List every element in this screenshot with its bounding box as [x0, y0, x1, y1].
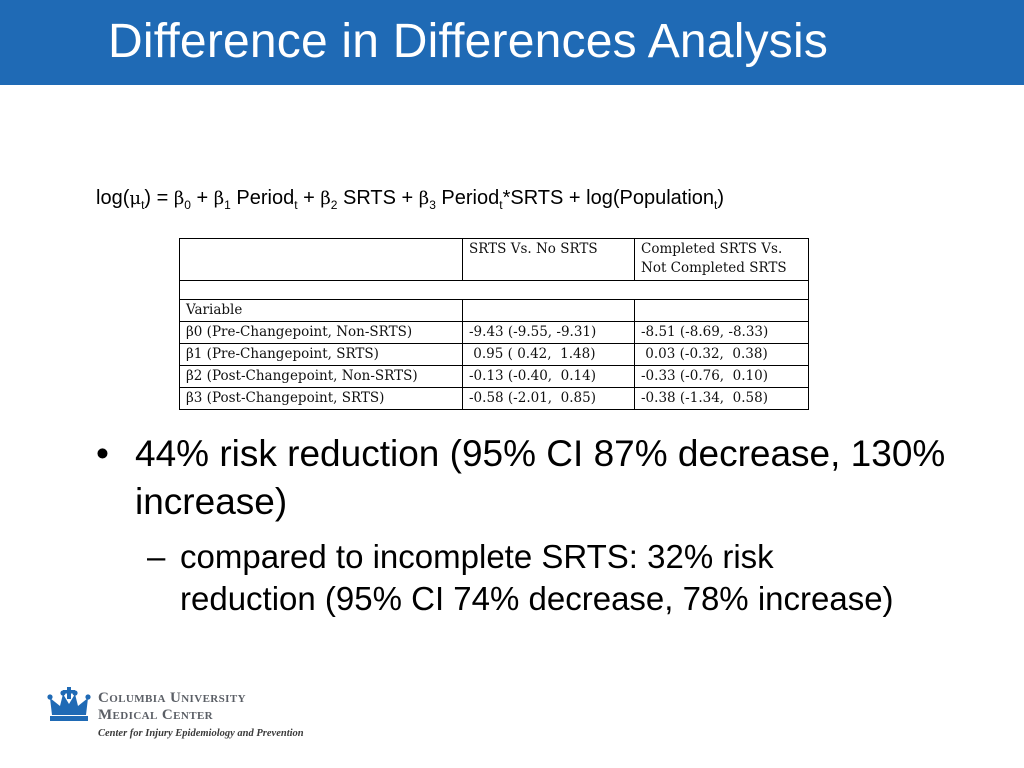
bullet-sub-text: compared to incomplete SRTS: 32% risk re…: [180, 538, 894, 617]
logo-medical-center: Medical Center: [98, 707, 214, 723]
table-variable-row: Variable: [179, 299, 809, 322]
slide-title: Difference in Differences Analysis: [108, 15, 829, 68]
formula-sub-t-2: t: [294, 198, 298, 212]
formula-equals: ) =: [144, 187, 174, 209]
table-cell-srts: 0.95 ( 0.42, 1.48): [462, 343, 635, 366]
table-variable-label: Variable: [179, 299, 463, 322]
bullet-main: • 44% risk reduction (95% CI 87% decreas…: [96, 430, 956, 526]
formula-period-2: Period: [435, 187, 500, 209]
table-header-completed-vs-not: Completed SRTS Vs. Not Completed SRTS: [634, 238, 809, 281]
table-blank-row: [179, 280, 809, 300]
model-formula: log(μt) = β0 + β1 Periodt + β2 SRTS + β3…: [96, 187, 724, 212]
table-cell-srts: -9.43 (-9.55, -9.31): [462, 321, 635, 344]
bullet-main-text: 44% risk reduction (95% CI 87% decrease,…: [135, 433, 946, 522]
formula-plus-1: +: [190, 187, 214, 209]
table-cell-completed: -0.38 (-1.34, 0.58): [634, 387, 809, 410]
table-cell-variable: β0 (Pre-Changepoint, Non-SRTS): [179, 321, 463, 344]
table-header-col2-line2: Not Completed SRTS: [641, 260, 787, 276]
formula-sub-2: 2: [330, 198, 338, 212]
table-row: β0 (Pre-Changepoint, Non-SRTS) -9.43 (-9…: [179, 321, 809, 344]
table-header-row: SRTS Vs. No SRTS Completed SRTS Vs. Not …: [179, 238, 809, 281]
bullet-dot-icon: •: [96, 433, 109, 474]
table-cell: [462, 299, 635, 322]
table-header-col2-line1: Completed SRTS Vs.: [641, 241, 783, 257]
crown-icon: [47, 687, 91, 721]
formula-beta-2: β: [320, 188, 331, 209]
formula-beta-3: β: [418, 188, 430, 209]
formula-sub-t-3: t: [499, 198, 503, 212]
table-row: β1 (Pre-Changepoint, SRTS) 0.95 ( 0.42, …: [179, 343, 809, 366]
table-cell: [634, 299, 809, 322]
bullet-dash-icon: –: [147, 538, 166, 575]
regression-table: SRTS Vs. No SRTS Completed SRTS Vs. Not …: [179, 238, 809, 410]
table-cell-variable: β2 (Post-Changepoint, Non-SRTS): [179, 365, 463, 388]
table-cell-variable: β1 (Pre-Changepoint, SRTS): [179, 343, 463, 366]
formula-sub-3: 3: [429, 198, 436, 212]
formula-interaction: *SRTS + log(Population: [502, 187, 715, 209]
table-cell-completed: 0.03 (-0.32, 0.38): [634, 343, 809, 366]
formula-close: ): [717, 187, 725, 209]
table-row: β3 (Post-Changepoint, SRTS) -0.58 (-2.01…: [179, 387, 809, 410]
formula-log: log(: [96, 187, 130, 209]
formula-srts: SRTS +: [337, 187, 419, 209]
table-header-srts-vs-no-srts: SRTS Vs. No SRTS: [462, 238, 635, 281]
table-cell-srts: -0.13 (-0.40, 0.14): [462, 365, 635, 388]
formula-mu: μ: [129, 188, 142, 209]
table-cell-variable: β3 (Post-Changepoint, SRTS): [179, 387, 463, 410]
title-bar: Difference in Differences Analysis: [0, 0, 1024, 85]
formula-beta-1: β: [213, 188, 225, 209]
table-cell-completed: -8.51 (-8.69, -8.33): [634, 321, 809, 344]
formula-beta-0: β: [173, 188, 185, 209]
logo-university-name: Columbia University: [98, 690, 246, 706]
table-header-empty: [179, 238, 463, 281]
formula-sub-0: 0: [184, 198, 191, 212]
bullet-list: • 44% risk reduction (95% CI 87% decreas…: [96, 430, 956, 620]
table-cell-completed: -0.33 (-0.76, 0.10): [634, 365, 809, 388]
formula-sub-t: t: [141, 198, 145, 212]
formula-sub-1: 1: [224, 198, 231, 212]
formula-sub-t-4: t: [714, 198, 718, 212]
table-row: β2 (Post-Changepoint, Non-SRTS) -0.13 (-…: [179, 365, 809, 388]
formula-plus-2: +: [297, 187, 321, 209]
formula-period-1: Period: [230, 187, 295, 209]
table-blank-cell: [179, 280, 809, 300]
table-cell-srts: -0.58 (-2.01, 0.85): [462, 387, 635, 410]
bullet-sub: – compared to incomplete SRTS: 32% risk …: [147, 536, 900, 620]
logo-center-name: Center for Injury Epidemiology and Preve…: [98, 728, 304, 739]
